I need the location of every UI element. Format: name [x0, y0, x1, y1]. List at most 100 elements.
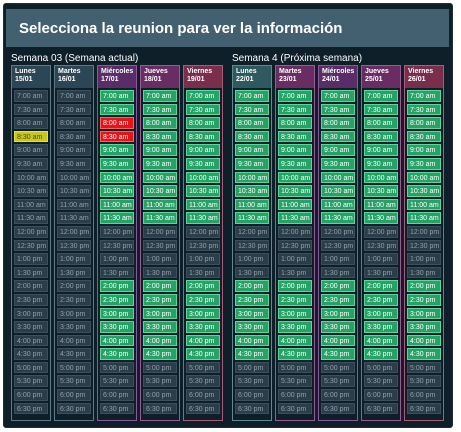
time-slot-past[interactable]: 6:30 pm	[278, 402, 312, 415]
time-slot-available[interactable]: 3:30 pm	[100, 321, 134, 333]
time-slot-available[interactable]: 9:00 am	[321, 144, 355, 156]
time-slot-available[interactable]: 8:00 am	[143, 117, 177, 129]
time-slot-past[interactable]: 5:30 pm	[14, 375, 48, 388]
time-slot-available[interactable]: 8:00 am	[321, 117, 355, 129]
time-slot-available[interactable]: 4:30 pm	[143, 348, 177, 360]
time-slot-past[interactable]: 1:30 pm	[143, 266, 177, 279]
time-slot-available[interactable]: 11:30 am	[235, 212, 269, 224]
time-slot-available[interactable]: 8:30 am	[321, 130, 355, 143]
time-slot-available[interactable]: 3:00 pm	[278, 307, 312, 320]
time-slot-past[interactable]: 1:30 pm	[321, 266, 355, 279]
time-slot-available[interactable]: 9:00 am	[100, 144, 134, 156]
time-slot-past[interactable]: 5:30 pm	[100, 375, 134, 388]
time-slot-past[interactable]: 5:00 pm	[321, 361, 355, 374]
time-slot-past[interactable]: 12:00 pm	[321, 225, 355, 238]
time-slot-past[interactable]: 1:30 pm	[235, 266, 269, 279]
time-slot-past[interactable]: 1:00 pm	[364, 253, 398, 265]
time-slot-available[interactable]: 2:00 pm	[364, 280, 398, 292]
time-slot-available[interactable]: 10:00 am	[235, 171, 269, 184]
time-slot-available[interactable]: 7:30 am	[278, 103, 312, 116]
time-slot-available[interactable]: 10:00 am	[407, 171, 441, 184]
time-slot-available[interactable]: 8:30 am	[278, 130, 312, 143]
time-slot-past[interactable]: 12:30 pm	[57, 239, 91, 252]
time-slot-available[interactable]: 9:30 am	[143, 157, 177, 170]
time-slot-available[interactable]: 8:00 am	[407, 117, 441, 129]
time-slot-available[interactable]: 11:30 am	[321, 212, 355, 224]
time-slot-past[interactable]: 6:30 pm	[407, 402, 441, 415]
time-slot-available[interactable]: 3:00 pm	[100, 307, 134, 320]
time-slot-available[interactable]: 7:00 am	[100, 90, 134, 102]
time-slot-available[interactable]: 11:30 am	[143, 212, 177, 224]
time-slot-past[interactable]: 8:00 am	[57, 117, 91, 129]
time-slot-past[interactable]: 8:00 am	[14, 117, 48, 129]
time-slot-past[interactable]: 1:30 pm	[278, 266, 312, 279]
time-slot-past[interactable]: 5:00 pm	[364, 361, 398, 374]
time-slot-past[interactable]: 1:30 pm	[364, 266, 398, 279]
time-slot-available[interactable]: 9:00 am	[143, 144, 177, 156]
time-slot-available[interactable]: 10:00 am	[100, 171, 134, 184]
time-slot-past[interactable]: 12:30 pm	[364, 239, 398, 252]
time-slot-available[interactable]: 4:00 pm	[100, 334, 134, 347]
time-slot-available[interactable]: 10:30 am	[235, 185, 269, 197]
time-slot-past[interactable]: 6:30 pm	[100, 402, 134, 415]
time-slot-available[interactable]: 2:00 pm	[278, 280, 312, 292]
time-slot-available[interactable]: 9:30 am	[235, 157, 269, 170]
time-slot-available[interactable]: 10:00 am	[186, 171, 220, 184]
time-slot-available[interactable]: 8:00 am	[278, 117, 312, 129]
time-slot-past[interactable]: 10:00 am	[14, 171, 48, 184]
time-slot-available[interactable]: 2:30 pm	[364, 293, 398, 306]
time-slot-available[interactable]: 10:00 am	[364, 171, 398, 184]
time-slot-available[interactable]: 8:30 am	[364, 130, 398, 143]
time-slot-available[interactable]: 4:30 pm	[321, 348, 355, 360]
time-slot-available[interactable]: 11:30 am	[278, 212, 312, 224]
time-slot-available[interactable]: 4:00 pm	[278, 334, 312, 347]
time-slot-past[interactable]: 12:00 pm	[364, 225, 398, 238]
time-slot-available[interactable]: 9:00 am	[364, 144, 398, 156]
time-slot-past[interactable]: 5:00 pm	[14, 361, 48, 374]
time-slot-past[interactable]: 6:00 pm	[100, 389, 134, 401]
time-slot-past[interactable]: 12:00 pm	[235, 225, 269, 238]
time-slot-available[interactable]: 9:00 am	[235, 144, 269, 156]
time-slot-available[interactable]: 8:00 am	[235, 117, 269, 129]
time-slot-past[interactable]: 9:00 am	[14, 144, 48, 156]
time-slot-available[interactable]: 9:30 am	[278, 157, 312, 170]
time-slot-past[interactable]: 3:00 pm	[57, 307, 91, 320]
time-slot-available[interactable]: 9:30 am	[186, 157, 220, 170]
time-slot-available[interactable]: 2:00 pm	[321, 280, 355, 292]
time-slot-past[interactable]: 7:30 am	[57, 103, 91, 116]
time-slot-past[interactable]: 2:30 pm	[14, 293, 48, 306]
time-slot-past[interactable]: 12:30 pm	[14, 239, 48, 252]
time-slot-past[interactable]: 10:30 am	[57, 185, 91, 197]
time-slot-available[interactable]: 11:00 am	[278, 198, 312, 211]
time-slot-past[interactable]: 5:30 pm	[321, 375, 355, 388]
time-slot-available[interactable]: 7:00 am	[321, 90, 355, 102]
time-slot-past[interactable]: 1:30 pm	[186, 266, 220, 279]
time-slot-available[interactable]: 2:30 pm	[235, 293, 269, 306]
time-slot-busy[interactable]: 8:00 am	[100, 117, 134, 129]
time-slot-past[interactable]: 2:00 pm	[14, 280, 48, 292]
time-slot-past[interactable]: 6:00 pm	[321, 389, 355, 401]
time-slot-past[interactable]: 12:30 pm	[100, 239, 134, 252]
time-slot-available[interactable]: 2:00 pm	[100, 280, 134, 292]
time-slot-past[interactable]: 12:00 pm	[407, 225, 441, 238]
time-slot-available[interactable]: 3:30 pm	[143, 321, 177, 333]
time-slot-past[interactable]: 12:00 pm	[14, 225, 48, 238]
time-slot-available[interactable]: 7:00 am	[143, 90, 177, 102]
time-slot-past[interactable]: 12:30 pm	[278, 239, 312, 252]
time-slot-available[interactable]: 2:30 pm	[100, 293, 134, 306]
time-slot-available[interactable]: 10:30 am	[407, 185, 441, 197]
time-slot-past[interactable]: 3:00 pm	[14, 307, 48, 320]
time-slot-past[interactable]: 7:00 am	[57, 90, 91, 102]
time-slot-past[interactable]: 6:00 pm	[364, 389, 398, 401]
time-slot-past[interactable]: 6:00 pm	[14, 389, 48, 401]
time-slot-available[interactable]: 10:30 am	[278, 185, 312, 197]
time-slot-past[interactable]: 6:30 pm	[364, 402, 398, 415]
time-slot-past[interactable]: 4:30 pm	[14, 348, 48, 360]
time-slot-past[interactable]: 6:00 pm	[186, 389, 220, 401]
time-slot-past[interactable]: 1:00 pm	[278, 253, 312, 265]
time-slot-past[interactable]: 6:00 pm	[143, 389, 177, 401]
time-slot-past[interactable]: 5:30 pm	[278, 375, 312, 388]
time-slot-past[interactable]: 5:00 pm	[143, 361, 177, 374]
time-slot-available[interactable]: 9:30 am	[407, 157, 441, 170]
time-slot-past[interactable]: 5:00 pm	[57, 361, 91, 374]
